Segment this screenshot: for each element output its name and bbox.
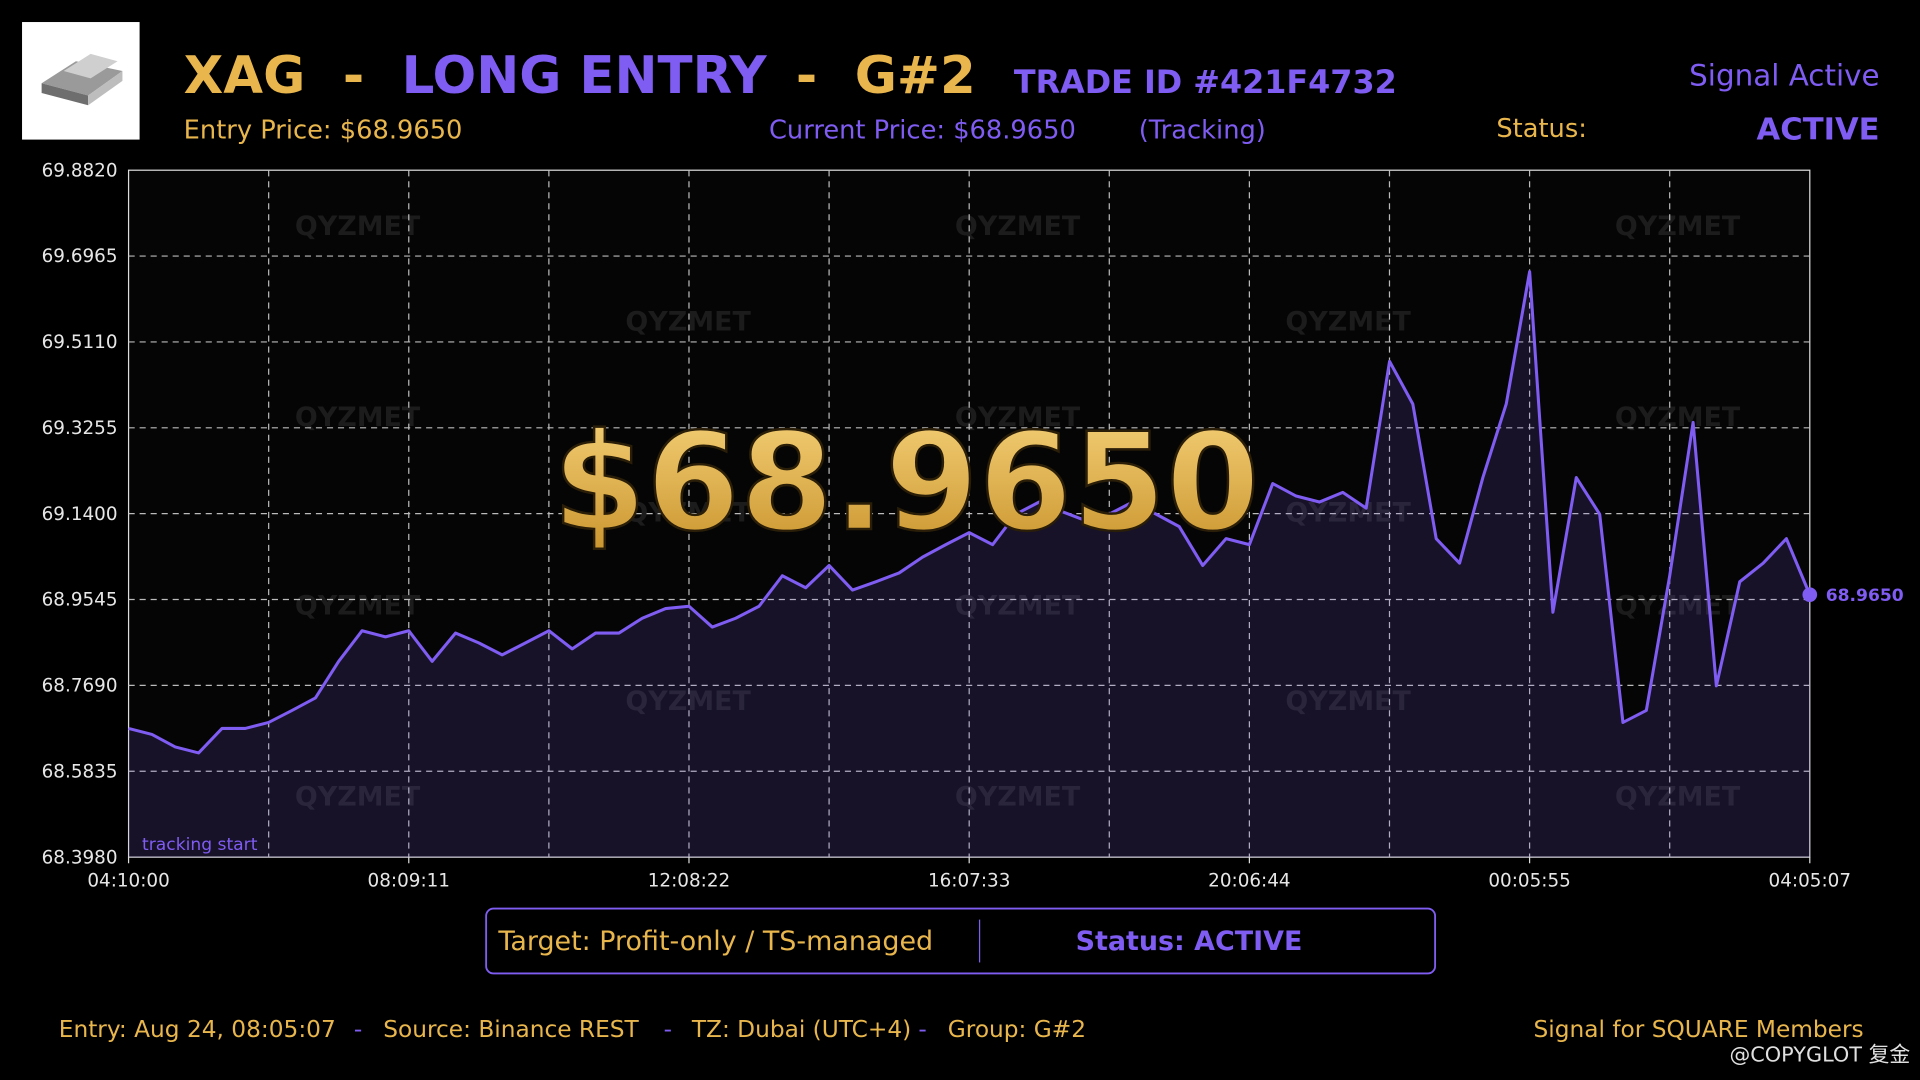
- footer-group: Group: G#2: [948, 1016, 1086, 1043]
- watermark: QYZMET: [1615, 402, 1741, 433]
- footer-entry: Entry: Aug 24, 08:05:07: [59, 1016, 336, 1043]
- trade-id: TRADE ID #421F4732: [1014, 63, 1397, 101]
- watermark: QYZMET: [295, 402, 421, 433]
- target: Target: Profit-only / TS-managed: [497, 926, 933, 957]
- y-tick-label: 69.5110: [42, 332, 118, 353]
- credit: @COPYGLOT 复金: [1729, 1043, 1910, 1067]
- plot: QYZMET QYZMET QYZMET QYZMET QYZMET QYZMET QYZM…: [42, 160, 1904, 891]
- box-status: Status: ACTIVE: [1076, 926, 1303, 957]
- watermark: QYZMET: [295, 211, 421, 242]
- watermark: QYZMET: [295, 591, 421, 622]
- logo: [22, 22, 140, 140]
- price-line: [128, 270, 1812, 755]
- separator: -: [918, 1016, 926, 1043]
- area: [128, 271, 1810, 858]
- separator: -: [343, 46, 364, 106]
- watermark: QYZMET: [955, 782, 1081, 813]
- watermark: QYZMET: [1285, 307, 1411, 338]
- current-price: Current Price: $68.9650: [769, 115, 1076, 145]
- watermark: QYZMET: [1615, 782, 1741, 813]
- direction: LONG ENTRY: [402, 46, 768, 106]
- status-label: Status:: [1496, 114, 1587, 144]
- separator: -: [354, 1016, 362, 1043]
- x-tick-label: 20:06:44: [1208, 871, 1290, 892]
- separator: -: [664, 1016, 672, 1043]
- footer-tz: TZ: Dubai (UTC+4): [691, 1016, 911, 1043]
- y-tick-label: 68.5835: [42, 761, 118, 782]
- y-tick-label: 68.9545: [42, 590, 118, 611]
- footer-source: Source: Binance REST: [383, 1016, 639, 1043]
- y-tick-label: 68.3980: [42, 847, 118, 868]
- watermark: QYZMET: [955, 591, 1081, 622]
- watermark: QYZMET: [295, 782, 421, 813]
- annotation: tracking start: [142, 835, 258, 855]
- x-tick-label: 08:09:11: [368, 871, 450, 892]
- y-tick-label: 68.7690: [42, 676, 118, 697]
- value-label: 68.9650: [1826, 586, 1904, 606]
- status-value: ACTIVE: [1757, 113, 1880, 148]
- x-tick-label: 16:07:33: [928, 871, 1010, 892]
- entry-price: Entry Price: $68.9650: [184, 115, 463, 145]
- watermark: QYZMET: [1615, 211, 1741, 242]
- tracking: (Tracking): [1139, 115, 1266, 145]
- x-tick-label: 00:05:55: [1488, 871, 1570, 892]
- x-tick-label: 04:05:07: [1769, 871, 1851, 892]
- signal-state: Signal Active: [1689, 59, 1879, 93]
- y-tick-label: 69.3255: [42, 418, 118, 439]
- separator: -: [796, 46, 817, 106]
- group: G#2: [855, 46, 976, 106]
- y-tick-label: 69.1400: [42, 504, 118, 525]
- watermark: QYZMET: [1615, 591, 1741, 622]
- x-tick-label: 12:08:22: [648, 871, 730, 892]
- footer-members: Signal for SQUARE Members: [1534, 1016, 1864, 1043]
- info-box: Target: Profit-only / TS-managed Status:…: [485, 907, 1437, 975]
- watermark: QYZMET: [1285, 686, 1411, 717]
- watermark: QYZMET: [625, 307, 751, 338]
- overlay-price: $68.9650: [553, 404, 1260, 561]
- watermark: QYZMET: [955, 211, 1081, 242]
- end-dot: [1802, 587, 1818, 603]
- y-tick-label: 69.6965: [42, 246, 118, 267]
- symbol: XAG: [184, 46, 306, 106]
- x-tick-label: 04:10:00: [87, 871, 169, 892]
- y-tick-label: 69.8820: [42, 160, 118, 181]
